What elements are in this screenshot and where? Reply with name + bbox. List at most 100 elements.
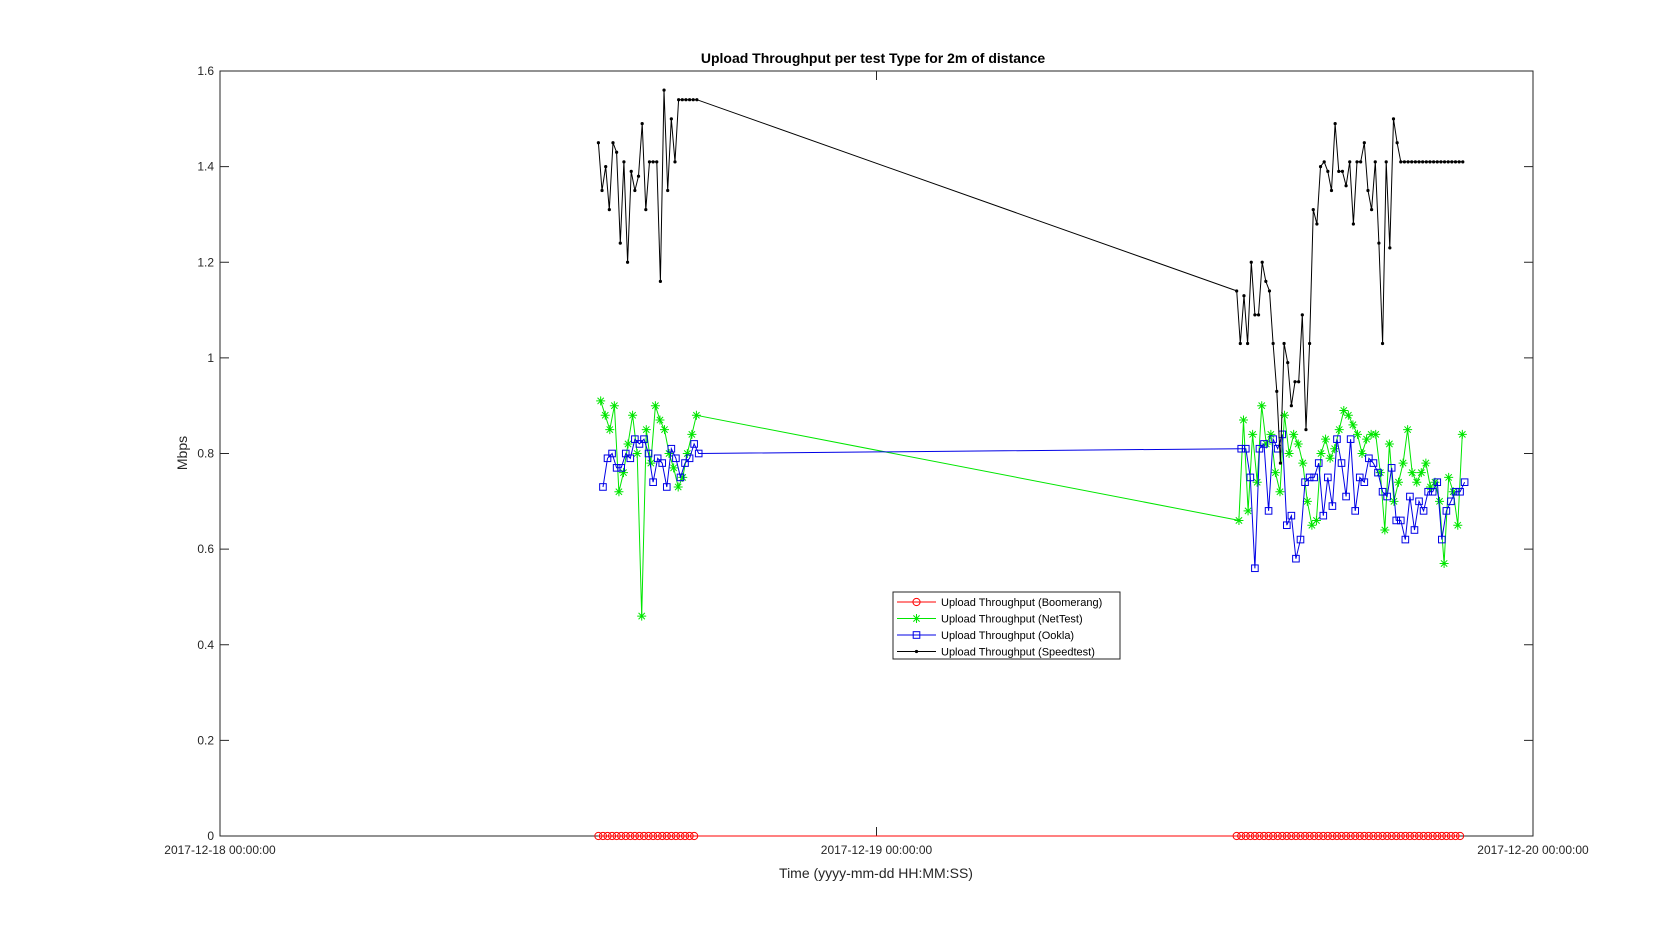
- y-tick-label: 1.4: [197, 160, 214, 174]
- data-point-boomerang: [603, 831, 612, 841]
- data-point-speedtest: [1329, 188, 1334, 193]
- data-point-nettest: [605, 425, 615, 435]
- data-point-ookla: [640, 435, 648, 443]
- data-point-speedtest: [1384, 160, 1388, 164]
- data-point-nettest: [628, 410, 638, 420]
- data-point-boomerang: [1323, 831, 1332, 841]
- data-point-boomerang: [1433, 831, 1442, 841]
- data-point-speedtest: [1344, 184, 1348, 188]
- data-point-speedtest: [1318, 165, 1323, 169]
- data-point-boomerang: [1287, 831, 1296, 841]
- data-point-speedtest: [1446, 160, 1450, 164]
- data-point-speedtest: [673, 160, 677, 164]
- data-point-ookla: [1447, 497, 1455, 506]
- data-point-nettest: [1394, 477, 1404, 487]
- data-point-ookla: [621, 449, 630, 458]
- data-point-speedtest: [677, 98, 681, 102]
- data-point-boomerang: [1282, 831, 1291, 841]
- data-point-ookla: [1351, 507, 1359, 515]
- series-line-nettest: [600, 400, 1463, 617]
- data-point-ookla: [1255, 444, 1264, 453]
- data-point-nettest: [1339, 405, 1349, 415]
- data-point-ookla: [1419, 507, 1428, 515]
- data-point-speedtest: [1442, 160, 1447, 164]
- data-point-speedtest: [1271, 341, 1275, 346]
- data-point-boomerang: [1455, 831, 1465, 841]
- series-nettest: [596, 396, 1467, 621]
- data-point-nettest: [637, 611, 647, 621]
- data-point-nettest: [1243, 506, 1253, 516]
- data-point-ookla: [1438, 535, 1446, 544]
- data-point-speedtest: [1450, 160, 1454, 164]
- data-point-boomerang: [635, 831, 644, 841]
- data-point-nettest: [1384, 439, 1394, 449]
- data-point-ookla: [1392, 516, 1401, 525]
- data-point-speedtest: [1340, 169, 1345, 174]
- data-point-boomerang: [1291, 831, 1301, 841]
- data-point-ookla: [1237, 444, 1246, 453]
- legend-label-boomerang: Upload Throughput (Boomerang): [941, 597, 1102, 609]
- data-point-speedtest: [1461, 160, 1465, 164]
- data-point-boomerang: [1378, 831, 1387, 841]
- data-point-nettest: [1444, 472, 1454, 482]
- data-point-nettest: [1302, 496, 1312, 506]
- data-point-boomerang: [1424, 831, 1433, 841]
- data-point-ookla: [1396, 516, 1405, 525]
- data-point-nettest: [1257, 401, 1267, 411]
- data-point-boomerang: [1264, 831, 1273, 841]
- data-point-boomerang: [1369, 831, 1378, 841]
- data-point-nettest: [1375, 468, 1385, 478]
- series-layer: [594, 88, 1469, 841]
- data-point-boomerang: [1419, 831, 1428, 841]
- data-point-speedtest: [1388, 246, 1392, 250]
- data-point-speedtest: [680, 98, 684, 102]
- data-point-speedtest: [607, 208, 611, 212]
- x-tick-label: 2017-12-20 00:00:00: [1477, 843, 1589, 857]
- data-point-ookla: [1283, 521, 1291, 530]
- data-point-nettest: [664, 449, 674, 458]
- data-point-nettest: [646, 458, 656, 468]
- data-point-nettest: [1248, 429, 1258, 439]
- y-tick-label: 0.8: [197, 447, 214, 461]
- data-point-ookla: [1296, 535, 1305, 544]
- data-point-speedtest: [1377, 241, 1381, 245]
- data-point-speedtest: [640, 121, 644, 126]
- data-point-nettest: [614, 487, 624, 497]
- data-point-speedtest: [1366, 188, 1370, 193]
- data-point-nettest: [1270, 468, 1280, 478]
- data-point-speedtest: [622, 160, 626, 164]
- data-point-speedtest: [636, 174, 641, 178]
- data-point-boomerang: [630, 831, 639, 841]
- data-point-speedtest: [655, 160, 659, 164]
- data-point-nettest: [1261, 439, 1271, 449]
- data-point-speedtest: [1249, 260, 1253, 264]
- data-point-ookla: [662, 483, 671, 491]
- legend-marker-boomerang: [912, 597, 921, 607]
- data-point-speedtest: [644, 208, 648, 212]
- y-tick-label: 0.6: [197, 542, 214, 556]
- data-point-speedtest: [1410, 160, 1414, 164]
- data-point-ookla: [1241, 444, 1250, 453]
- data-point-nettest: [1321, 434, 1331, 444]
- data-point-speedtest: [629, 169, 633, 174]
- data-point-boomerang: [1296, 831, 1305, 841]
- data-point-speedtest: [1359, 160, 1363, 164]
- data-point-nettest: [1403, 425, 1413, 435]
- data-point-speedtest: [1406, 160, 1410, 164]
- data-point-speedtest: [1315, 222, 1319, 226]
- data-point-ookla: [1346, 435, 1355, 443]
- data-point-speedtest: [611, 141, 615, 145]
- data-point-speedtest: [662, 88, 666, 92]
- data-point-boomerang: [1310, 831, 1319, 841]
- data-point-boomerang: [1250, 831, 1259, 841]
- data-point-ookla: [1301, 478, 1309, 486]
- data-point-ookla: [1369, 459, 1378, 467]
- data-point-ookla: [1460, 478, 1469, 486]
- data-point-boomerang: [658, 831, 667, 841]
- data-point-speedtest: [1337, 169, 1341, 174]
- data-point-boomerang: [662, 831, 671, 841]
- data-point-nettest: [1425, 482, 1435, 492]
- data-point-ookla: [608, 449, 616, 458]
- data-point-ookla: [626, 454, 635, 463]
- data-point-nettest: [687, 429, 697, 439]
